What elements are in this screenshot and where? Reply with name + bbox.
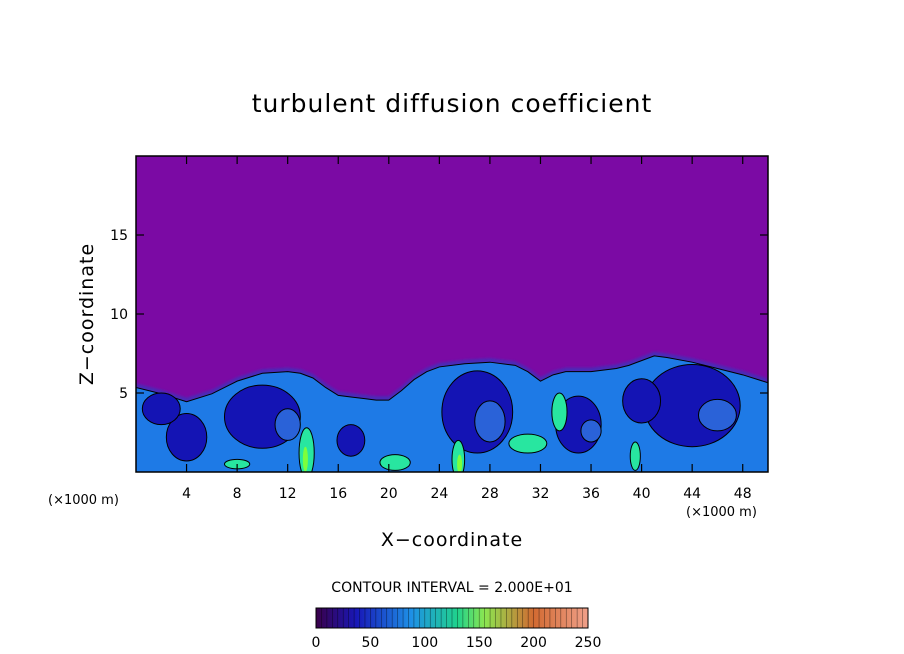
contour-interval: CONTOUR INTERVAL = 2.000E+01 [331, 580, 572, 596]
high-region [508, 433, 548, 454]
y-tick-label: 10 [110, 307, 128, 323]
chart-title: turbulent diffusion coefficient [252, 89, 653, 118]
mid-region [580, 419, 602, 443]
core-region [141, 392, 181, 426]
turbulence-field [136, 351, 768, 472]
core-region [622, 378, 662, 424]
colorbar-tick-labels: 0 50 100 150 200 250 [312, 635, 602, 651]
colorbar-tick-label: 250 [575, 635, 602, 651]
x-tick-label: 12 [279, 486, 297, 502]
x-tick-label: 44 [683, 486, 701, 502]
high-region [629, 441, 641, 471]
x-unit-right: (×1000 m) [686, 505, 757, 520]
x-tick-label: 24 [430, 486, 448, 502]
x-axis-ticks: 4 8 12 16 20 24 28 32 36 40 44 48 [182, 156, 752, 502]
x-tick-label: 28 [481, 486, 499, 502]
x-tick-label: 20 [380, 486, 398, 502]
y-tick-label: 5 [119, 386, 128, 402]
y-axis-label: Z−coordinate [76, 243, 98, 385]
colorbar-tick-label: 100 [411, 635, 438, 651]
mid-region [697, 398, 737, 432]
x-tick-label: 16 [329, 486, 347, 502]
plot-area [136, 156, 768, 472]
colorbar-contour-lines [315, 608, 589, 628]
x-unit-left: (×1000 m) [48, 493, 119, 508]
peak-region [457, 454, 463, 472]
y-tick-label: 15 [110, 228, 128, 244]
core-region [165, 413, 208, 462]
x-tick-label: 8 [233, 486, 242, 502]
x-tick-label: 4 [182, 486, 191, 502]
core-region [336, 424, 366, 457]
high-region [379, 454, 411, 471]
mid-region [274, 408, 301, 441]
colorbar: 0 50 100 150 200 250 [312, 607, 602, 651]
x-tick-label: 40 [633, 486, 651, 502]
high-region [551, 392, 568, 432]
x-tick-label: 48 [734, 486, 752, 502]
colorbar-tick-label: 200 [520, 635, 547, 651]
mid-region [474, 400, 506, 443]
colorbar-tick-label: 150 [466, 635, 493, 651]
y-axis-ticks: 5 10 15 [110, 228, 768, 402]
x-tick-label: 36 [582, 486, 600, 502]
colorbar-tick-label: 0 [312, 635, 321, 651]
colorbar-tick-label: 50 [361, 635, 379, 651]
peak-region [302, 446, 308, 472]
x-tick-label: 32 [532, 486, 550, 502]
x-axis-label: X−coordinate [381, 529, 523, 551]
